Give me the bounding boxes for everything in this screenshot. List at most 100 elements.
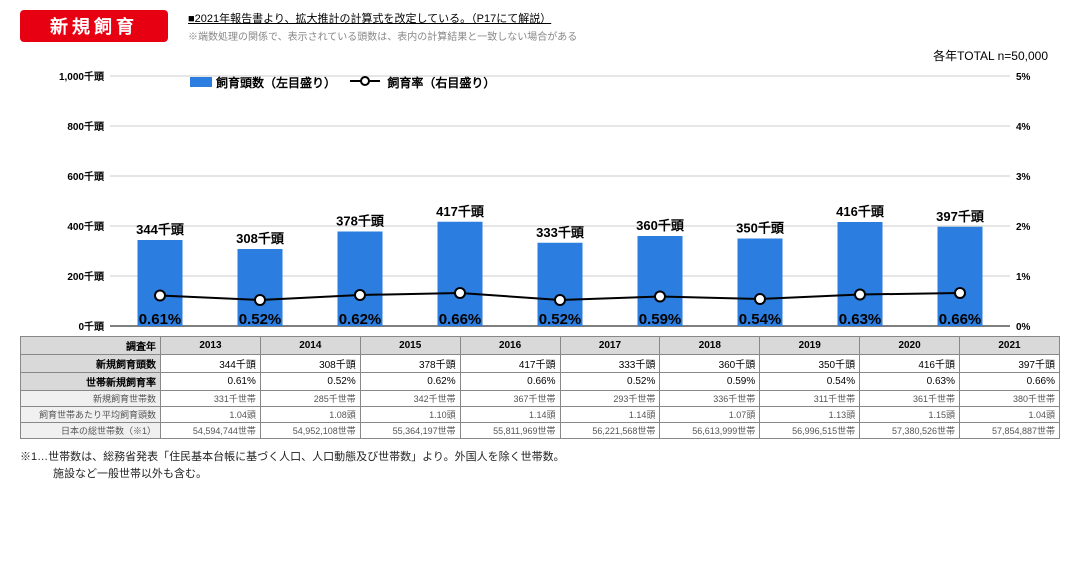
svg-text:344千頭: 344千頭 [136,222,185,237]
svg-text:350千頭: 350千頭 [736,221,785,236]
chart: 飼育頭数（左目盛り） 飼育率（右目盛り） 0千頭200千頭400千頭600千頭8… [20,66,1060,336]
table-year: 2017 [560,337,660,355]
table-cell: 1.10頭 [360,407,460,423]
table-cell: 1.04頭 [161,407,261,423]
table-year: 2021 [960,337,1060,355]
table-cell: 0.66% [960,373,1060,391]
table-cell: 1.13頭 [760,407,860,423]
table-year: 2018 [660,337,760,355]
svg-text:3%: 3% [1016,172,1031,183]
svg-text:600千頭: 600千頭 [67,170,105,183]
table-cell: 57,380,526世帯 [860,423,960,439]
table-cell: 331千世帯 [161,391,261,407]
table-cell: 380千世帯 [960,391,1060,407]
svg-text:0.63%: 0.63% [839,311,882,328]
table-year: 2019 [760,337,860,355]
svg-text:400千頭: 400千頭 [67,220,105,233]
data-table: 調査年201320142015201620172018201920202021 新… [20,336,1060,439]
table-row-label: 飼育世帯あたり平均飼育頭数 [21,407,161,423]
table-cell: 285千世帯 [260,391,360,407]
table-cell: 0.59% [660,373,760,391]
table-year: 2016 [460,337,560,355]
table-cell: 367千世帯 [460,391,560,407]
table-row-label: 世帯新規飼育率 [21,373,161,391]
table-cell: 0.52% [560,373,660,391]
svg-text:1,000千頭: 1,000千頭 [59,70,105,83]
header-notes: ■2021年報告書より、拡大推計の計算式を改定している。（P17にて解説） ※端… [188,10,1060,43]
svg-text:0.66%: 0.66% [939,311,982,328]
table-header-label: 調査年 [21,337,161,355]
chart-svg: 0千頭200千頭400千頭600千頭800千頭1,000千頭0%1%2%3%4%… [20,66,1060,336]
table-cell: 1.08頭 [260,407,360,423]
table-cell: 1.15頭 [860,407,960,423]
svg-text:0.52%: 0.52% [539,311,582,328]
svg-text:0.59%: 0.59% [639,311,682,328]
table-cell: 0.63% [860,373,960,391]
table-cell: 55,364,197世帯 [360,423,460,439]
table-cell: 0.61% [161,373,261,391]
table-cell: 54,594,744世帯 [161,423,261,439]
svg-text:0千頭: 0千頭 [78,320,105,333]
table-cell: 350千頭 [760,355,860,373]
table-cell: 55,811,969世帯 [460,423,560,439]
svg-text:333千頭: 333千頭 [536,225,585,240]
table-cell: 0.54% [760,373,860,391]
svg-text:0%: 0% [1016,322,1031,333]
sample-size: 各年TOTAL n=50,000 [20,47,1060,64]
table-cell: 344千頭 [161,355,261,373]
table-cell: 360千頭 [660,355,760,373]
svg-text:0.62%: 0.62% [339,311,382,328]
legend-line: 飼育率（右目盛り） [350,74,495,91]
table-cell: 333千頭 [560,355,660,373]
svg-text:1%: 1% [1016,272,1031,283]
table-cell: 336千世帯 [660,391,760,407]
table-cell: 397千頭 [960,355,1060,373]
svg-text:800千頭: 800千頭 [67,120,105,133]
table-cell: 56,996,515世帯 [760,423,860,439]
table-year: 2015 [360,337,460,355]
svg-text:0.52%: 0.52% [239,311,282,328]
table-cell: 56,221,568世帯 [560,423,660,439]
table-cell: 342千世帯 [360,391,460,407]
table-cell: 0.66% [460,373,560,391]
table-cell: 308千頭 [260,355,360,373]
svg-text:0.54%: 0.54% [739,311,782,328]
table-cell: 293千世帯 [560,391,660,407]
table-row-label: 新規飼育世帯数 [21,391,161,407]
svg-text:416千頭: 416千頭 [836,204,885,219]
table-cell: 0.52% [260,373,360,391]
svg-text:378千頭: 378千頭 [336,214,385,229]
svg-text:397千頭: 397千頭 [936,209,985,224]
footnote: ※1…世帯数は、総務省発表「住民基本台帳に基づく人口、人口動態及び世帯数」より。… [20,449,1060,482]
table-cell: 361千世帯 [860,391,960,407]
table-year: 2013 [161,337,261,355]
table-year: 2020 [860,337,960,355]
table-cell: 1.07頭 [660,407,760,423]
table-cell: 1.14頭 [460,407,560,423]
table-row-label: 日本の総世帯数（※1） [21,423,161,439]
footnote-1: ※1…世帯数は、総務省発表「住民基本台帳に基づく人口、人口動態及び世帯数」より。… [20,449,1060,466]
table-cell: 0.62% [360,373,460,391]
svg-text:0.61%: 0.61% [139,311,182,328]
legend-bar: 飼育頭数（左目盛り） [190,74,336,91]
table-cell: 57,854,887世帯 [960,423,1060,439]
footnote-2: 施設など一般世帯以外も含む。 [20,466,1060,483]
header-note-1: ■2021年報告書より、拡大推計の計算式を改定している。（P17にて解説） [188,10,1060,26]
svg-text:308千頭: 308千頭 [236,231,285,246]
table-cell: 1.14頭 [560,407,660,423]
svg-text:5%: 5% [1016,72,1031,83]
svg-text:0.66%: 0.66% [439,311,482,328]
table-cell: 54,952,108世帯 [260,423,360,439]
table-year: 2014 [260,337,360,355]
table-cell: 1.04頭 [960,407,1060,423]
title-badge: 新規飼育 [20,10,168,42]
svg-text:200千頭: 200千頭 [67,270,105,283]
header: 新規飼育 ■2021年報告書より、拡大推計の計算式を改定している。（P17にて解… [20,10,1060,43]
table-cell: 417千頭 [460,355,560,373]
table-row-label: 新規飼育頭数 [21,355,161,373]
table-cell: 56,613,999世帯 [660,423,760,439]
legend: 飼育頭数（左目盛り） 飼育率（右目盛り） [190,74,495,91]
table-cell: 311千世帯 [760,391,860,407]
svg-text:4%: 4% [1016,122,1031,133]
svg-text:360千頭: 360千頭 [636,218,685,233]
